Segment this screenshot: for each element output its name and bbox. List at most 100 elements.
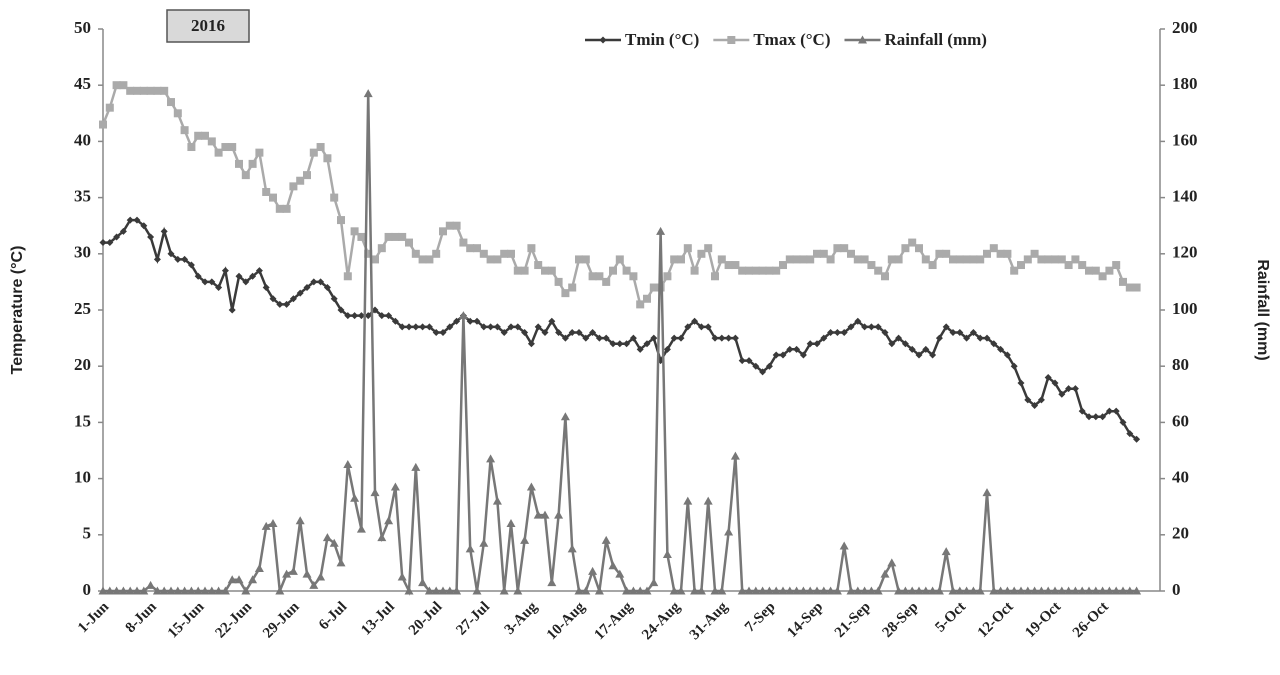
point [296, 289, 304, 297]
point [275, 586, 285, 595]
point [623, 340, 631, 348]
point [466, 244, 475, 253]
point [377, 244, 386, 253]
point [187, 143, 196, 152]
point [479, 538, 489, 547]
point [330, 295, 338, 303]
point [214, 586, 224, 595]
point [186, 586, 196, 595]
point [160, 227, 168, 235]
point [1125, 586, 1135, 595]
point [996, 249, 1005, 258]
point [513, 266, 522, 275]
point [317, 278, 325, 286]
y2-tick-label: 180 [1172, 74, 1198, 93]
point [119, 81, 128, 90]
point [650, 334, 658, 342]
point [302, 569, 312, 578]
point [799, 351, 807, 359]
point [1078, 261, 1087, 270]
point [541, 266, 549, 275]
point [710, 586, 720, 595]
point [589, 328, 597, 336]
point [289, 295, 297, 303]
point [337, 306, 345, 314]
point [405, 323, 413, 331]
point [234, 575, 244, 584]
point [1111, 586, 1121, 595]
point [227, 575, 237, 584]
point [295, 516, 305, 525]
point [819, 249, 828, 258]
point [289, 182, 298, 191]
point [1104, 586, 1114, 595]
point [283, 300, 291, 308]
point [798, 586, 808, 595]
point [1010, 266, 1019, 275]
point [153, 255, 161, 263]
point [418, 255, 427, 264]
point [907, 586, 917, 595]
y-tick-label: 10 [74, 468, 91, 487]
point [969, 328, 977, 336]
legend-marker [857, 35, 867, 44]
point [1133, 435, 1141, 443]
y-axis-label: Temperature (°C) [9, 246, 26, 375]
point [343, 272, 352, 281]
point [337, 216, 345, 225]
point [602, 277, 611, 286]
point [112, 81, 121, 90]
point [1126, 430, 1134, 438]
point [296, 176, 305, 185]
point [466, 317, 474, 325]
point [764, 586, 774, 595]
point [581, 255, 590, 264]
y2-tick-label: 200 [1172, 18, 1198, 37]
point [343, 460, 353, 469]
point [1016, 586, 1026, 595]
point [874, 266, 883, 275]
point [935, 334, 943, 342]
point [125, 586, 135, 595]
y-tick-label: 30 [74, 243, 91, 262]
point [357, 312, 365, 320]
legend-label: Tmax (°C) [753, 30, 830, 49]
point [1105, 407, 1113, 415]
point [167, 98, 175, 107]
point [861, 323, 869, 331]
point [1017, 261, 1025, 270]
point [159, 586, 169, 595]
point [248, 159, 257, 168]
point [228, 143, 237, 152]
point [432, 249, 441, 258]
point [860, 255, 869, 264]
point [854, 317, 862, 325]
point [146, 580, 156, 589]
point [1003, 351, 1011, 359]
point [242, 278, 250, 286]
point [840, 328, 848, 336]
point [968, 586, 978, 595]
point [1057, 255, 1066, 264]
point [934, 586, 944, 595]
point [152, 586, 162, 595]
point [1058, 390, 1066, 398]
point [419, 323, 427, 331]
point [792, 586, 802, 595]
point [819, 586, 829, 595]
point [765, 362, 773, 370]
point [574, 586, 584, 595]
point [963, 334, 971, 342]
point [330, 193, 339, 202]
point [425, 323, 433, 331]
point [316, 143, 325, 152]
y2-tick-label: 120 [1172, 243, 1198, 262]
legend-label: Rainfall (mm) [884, 30, 986, 49]
point [806, 255, 815, 264]
point [683, 244, 692, 253]
point [377, 533, 387, 542]
point [378, 312, 386, 320]
point [445, 221, 454, 230]
point [656, 226, 666, 235]
